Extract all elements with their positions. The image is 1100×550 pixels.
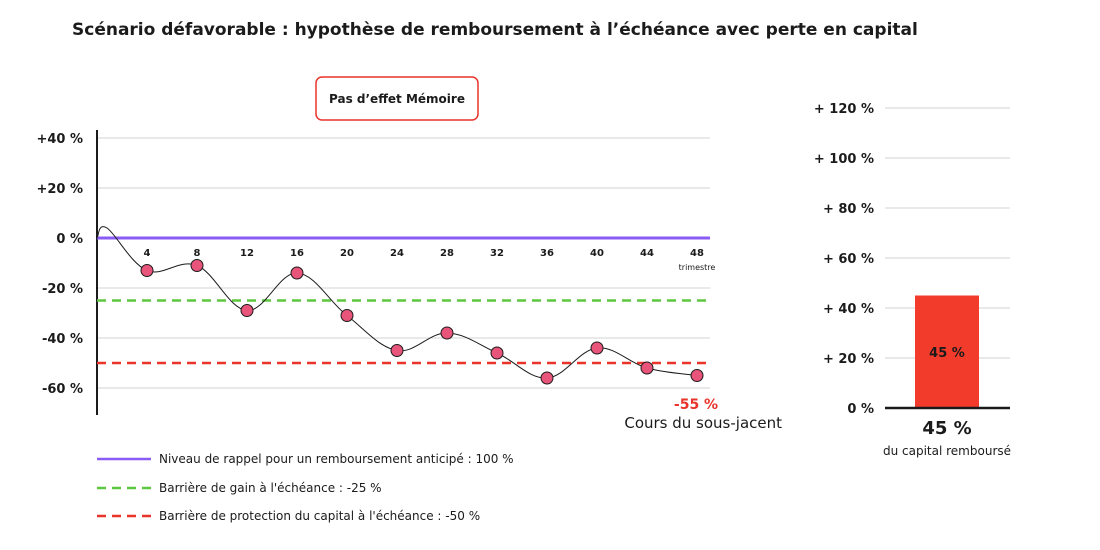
x-tick-label: 4 — [144, 248, 151, 259]
x-tick-label: 40 — [590, 248, 604, 259]
bar-y-tick-label: + 120 % — [814, 102, 874, 117]
y-tick-label: -60 % — [42, 382, 83, 397]
x-tick-label: 8 — [194, 248, 201, 259]
x-tick-label: 12 — [240, 248, 254, 259]
y-tick-label: -40 % — [42, 332, 83, 347]
x-tick-label: 36 — [540, 248, 554, 259]
x-tick-label: 28 — [440, 248, 454, 259]
data-point — [440, 326, 454, 340]
series-label: Cours du sous-jacent — [624, 414, 782, 432]
x-axis-unit: trimestre — [679, 263, 716, 272]
x-tick-label: 48 — [690, 248, 704, 259]
legend-label-1: Barrière de gain à l'échéance : -25 % — [159, 481, 382, 495]
legend-label-0: Niveau de rappel pour un remboursement a… — [159, 452, 514, 466]
line-chart: +40 %+20 %0 %-20 %-40 %-60 %4 8 12 16 20 24 28… — [36, 130, 782, 432]
x-tick-label: 16 — [290, 248, 304, 259]
underlying-price-line — [96, 226, 698, 379]
data-point — [390, 344, 404, 357]
capital-caption: du capital remboursé — [883, 444, 1011, 458]
capital-percent: 45 % — [922, 418, 971, 439]
bar-y-tick-label: + 100 % — [814, 152, 874, 167]
data-point — [690, 369, 704, 382]
data-point — [190, 259, 204, 272]
bar-chart: + 120 % + 100 % + 80 % + 60 % + 40 % + 20 % 0 … — [814, 102, 1011, 458]
y-tick-label: +40 % — [36, 132, 83, 147]
data-point — [490, 346, 504, 360]
x-tick-label: 32 — [490, 248, 504, 259]
bar-y-tick-label: + 20 % — [823, 352, 874, 367]
x-tick-label: 44 — [640, 248, 654, 259]
x-tick-label: 24 — [390, 248, 404, 259]
x-tick-label: 20 — [340, 248, 354, 259]
y-tick-label: -20 % — [42, 282, 83, 297]
data-point — [290, 266, 304, 280]
data-point — [590, 341, 604, 355]
final-value-label: -55 % — [674, 397, 718, 413]
legend: Niveau de rappel pour un remboursement a… — [97, 452, 514, 523]
y-tick-label: +20 % — [36, 182, 83, 197]
legend-label-2: Barrière de protection du capital à l'éc… — [159, 509, 480, 523]
data-point — [640, 361, 654, 375]
bar-y-tick-label: 0 % — [847, 402, 874, 417]
y-tick-label: 0 % — [56, 232, 83, 247]
bar-y-tick-label: + 60 % — [823, 252, 874, 267]
memo-box-label: Pas d’effet Mémoire — [329, 92, 465, 106]
data-point — [140, 264, 154, 277]
chart-title: Scénario défavorable : hypothèse de remb… — [72, 20, 918, 40]
data-point — [540, 371, 554, 385]
bar-value-label: 45 % — [929, 346, 965, 361]
data-point — [240, 304, 254, 317]
bar-y-tick-label: + 40 % — [823, 302, 874, 317]
data-point — [340, 309, 354, 322]
bar-y-tick-label: + 80 % — [823, 202, 874, 217]
capital-bar — [915, 295, 979, 408]
memo-box — [315, 76, 479, 121]
